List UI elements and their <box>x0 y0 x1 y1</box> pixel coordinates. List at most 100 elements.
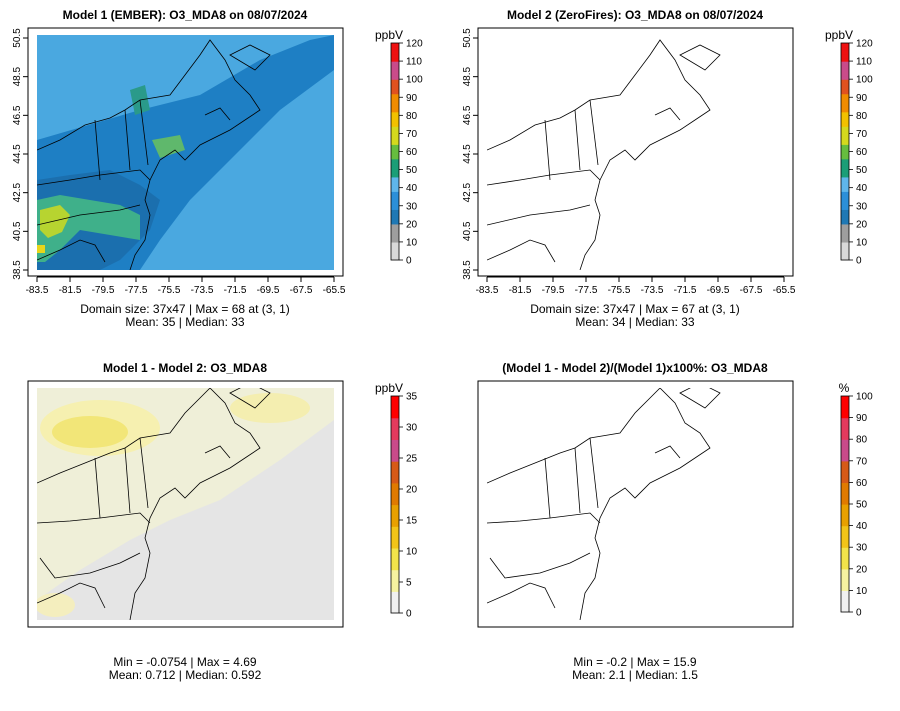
colorbar-segment <box>841 53 849 59</box>
colorbar-segment <box>391 544 399 549</box>
colorbar-segment <box>841 424 849 429</box>
colorbar-segment <box>841 594 849 599</box>
colorbar-tick-label: 0 <box>856 608 862 619</box>
colorbar-segment <box>391 68 399 73</box>
panel-percent-difference: (Model 1 - Model 2)/(Model 1)x100%: O3_M… <box>477 361 873 682</box>
colorbar-segment <box>391 115 399 120</box>
colorbar-segment <box>391 187 399 192</box>
y-tick-label: 40.5 <box>12 221 23 241</box>
colorbar-segment <box>841 478 849 483</box>
colorbar-segment <box>391 61 399 66</box>
colorbar-tick-label: 30 <box>856 201 868 212</box>
colorbar-segment <box>391 396 399 401</box>
colorbar-tick-label: 0 <box>406 609 412 620</box>
colorbar-segment <box>841 231 849 236</box>
colorbar-segment <box>841 586 849 591</box>
colorbar-segment <box>391 482 399 488</box>
x-axis: -83.5 -81.5 -79.5 -77.5 -75.5 -73.5 -71.5 -69.5… <box>26 276 346 296</box>
y-tick-label: 50.5 <box>462 28 473 48</box>
stats-domain-max: Domain size: 37x47 | Max = 67 at (3, 1) <box>530 302 740 316</box>
colorbar-segment <box>841 194 849 200</box>
x-tick-label: -71.5 <box>224 285 247 296</box>
colorbar-segment <box>391 205 399 210</box>
colorbar-segment <box>841 428 849 433</box>
colorbar: 0 10 20 30 40 50 60 70 80 90 100 <box>840 392 873 619</box>
x-tick-label: -81.5 <box>509 285 532 296</box>
colorbar-segment <box>391 86 399 91</box>
colorbar-segment <box>841 57 849 62</box>
colorbar-segment <box>841 223 849 229</box>
colorbar-segment <box>841 104 849 109</box>
colorbar-segment <box>391 500 399 506</box>
x-tick-label: -83.5 <box>476 285 499 296</box>
colorbar-segment <box>841 453 849 458</box>
colorbar-tick-label: 20 <box>856 219 868 230</box>
colorbar-tick-label: 70 <box>406 129 418 140</box>
colorbar-segment <box>391 129 399 135</box>
colorbar-segment <box>391 93 399 98</box>
colorbar-segment <box>391 410 399 415</box>
colorbar-segment <box>841 187 849 192</box>
colorbar-tick-label: 90 <box>856 93 868 104</box>
colorbar-segment <box>841 147 849 153</box>
colorbar-segment <box>391 133 399 138</box>
colorbar-segment <box>391 453 399 459</box>
colorbar-segment <box>391 468 399 473</box>
colorbar-segment <box>841 500 849 505</box>
colorbar-tick-label: 100 <box>856 75 873 86</box>
colorbar-segment <box>391 562 399 567</box>
colorbar-segment <box>391 479 399 484</box>
colorbar-tick-label: 5 <box>406 578 412 589</box>
colorbar-tick-label: 10 <box>406 237 418 248</box>
colorbar-tick-label: 50 <box>406 165 418 176</box>
colorbar-segment <box>391 403 399 408</box>
colorbar-segment <box>841 140 849 145</box>
colorbar-segment <box>841 579 849 584</box>
colorbar-segment <box>391 57 399 62</box>
colorbar-segment <box>841 82 849 87</box>
colorbar-segment <box>391 486 399 491</box>
x-tick-label: -67.5 <box>740 285 763 296</box>
colorbar-segment <box>841 417 849 422</box>
colorbar-segment <box>841 518 849 523</box>
colorbar-segment <box>391 439 399 444</box>
colorbar-segment <box>841 507 849 512</box>
colorbar-tick-label: 70 <box>856 456 868 467</box>
ozone-field <box>37 35 334 270</box>
x-tick-label: -77.5 <box>125 285 148 296</box>
colorbar-tick-label: 30 <box>856 543 868 554</box>
colorbar-segment <box>841 118 849 124</box>
colorbar-segment <box>841 64 849 69</box>
colorbar-segment <box>841 399 849 404</box>
colorbar-segment <box>391 594 399 600</box>
colorbar-segment <box>841 414 849 419</box>
colorbar-segment <box>841 97 849 102</box>
stats-mean-median: Mean: 0.712 | Median: 0.592 <box>109 668 262 682</box>
colorbar-segment <box>841 496 849 501</box>
colorbar-segment <box>391 504 399 509</box>
colorbar-tick-label: 20 <box>406 485 418 496</box>
colorbar-tick-label: 10 <box>856 237 868 248</box>
difference-field <box>37 388 334 620</box>
colorbar-segment <box>841 68 849 73</box>
colorbar-segment <box>391 565 399 571</box>
colorbar-segment <box>841 212 849 218</box>
colorbar-segment <box>841 572 849 577</box>
colorbar-segment <box>391 147 399 153</box>
colorbar-segment <box>391 252 399 257</box>
colorbar-segment <box>841 489 849 494</box>
colorbar-segment <box>841 100 849 106</box>
colorbar-segment <box>841 432 849 437</box>
colorbar-tick-label: 60 <box>406 147 418 158</box>
y-tick-label: 44.5 <box>12 144 23 164</box>
colorbar-segment <box>841 93 849 98</box>
map-boundaries <box>37 388 271 620</box>
colorbar-segment <box>841 111 849 116</box>
colorbar-segment <box>391 231 399 236</box>
colorbar-tick-label: 120 <box>406 39 423 50</box>
colorbar-tick-label: 50 <box>856 165 868 176</box>
x-tick-label: -67.5 <box>290 285 313 296</box>
colorbar-unit: ppbV <box>825 28 853 42</box>
colorbar-segment <box>841 568 849 573</box>
colorbar: 0 10 20 30 40 50 60 70 80 90 100 110 120 <box>390 39 423 267</box>
